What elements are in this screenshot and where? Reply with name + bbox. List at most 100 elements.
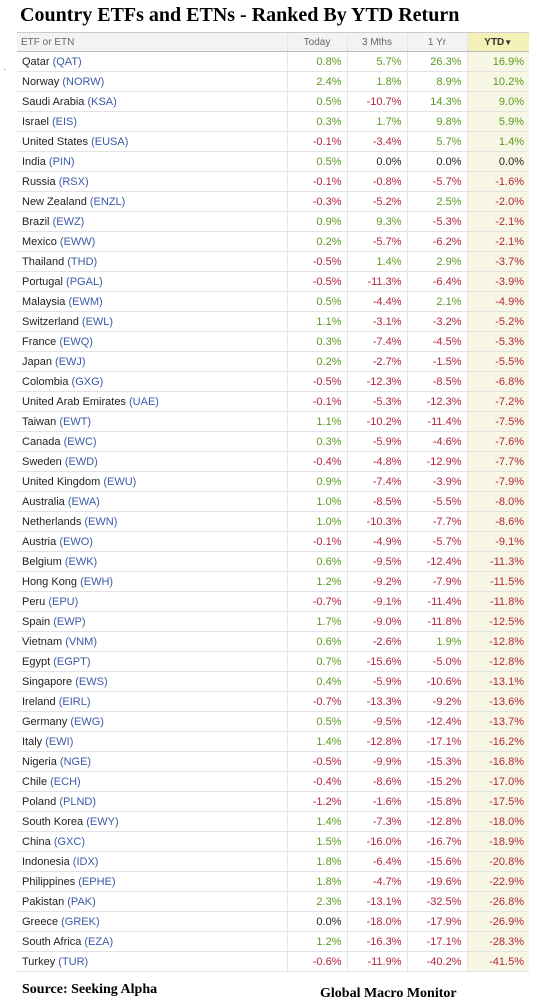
table-row[interactable]: Egypt (EGPT) 0.7% -15.6% -5.0% -12.8% — [17, 651, 529, 672]
table-row[interactable]: Hong Kong (EWH) 1.2% -9.2% -7.9% -11.5% — [17, 571, 529, 592]
ticker-link[interactable]: (NGE) — [59, 755, 92, 768]
table-row[interactable]: Brazil (EWZ) 0.9% 9.3% -5.3% -2.1% — [17, 211, 529, 232]
ticker-link[interactable]: (PLND) — [59, 795, 96, 808]
header-ytd[interactable]: YTD▼ — [466, 32, 529, 52]
table-row[interactable]: United Arab Emirates (UAE) -0.1% -5.3% -12.… — [17, 391, 529, 412]
table-row[interactable]: Switzerland (EWL) 1.1% -3.1% -3.2% -5.2% — [17, 311, 529, 332]
table-row[interactable]: Taiwan (EWT) 1.1% -10.2% -11.4% -7.5% — [17, 411, 529, 432]
ticker-link[interactable]: (EWD) — [64, 455, 98, 468]
header-1yr[interactable]: 1 Yr — [406, 32, 467, 52]
ticker-link[interactable]: (NORW) — [62, 75, 105, 88]
ticker-link[interactable]: (EIRL) — [58, 695, 91, 708]
ticker-link[interactable]: (EIS) — [51, 115, 78, 128]
ticker-link[interactable]: (TUR) — [58, 955, 89, 968]
ticker-link[interactable]: (RSX) — [58, 175, 89, 188]
table-row[interactable]: Canada (EWC) 0.3% -5.9% -4.6% -7.6% — [17, 431, 529, 452]
ticker-link[interactable]: (ENZL) — [89, 195, 126, 208]
ticker-link[interactable]: (EWU) — [103, 475, 137, 488]
table-row[interactable]: Colombia (GXG) -0.5% -12.3% -8.5% -6.8% — [17, 371, 529, 392]
ticker-link[interactable]: (EWA) — [67, 495, 100, 508]
table-row[interactable]: Pakistan (PAK) 2.3% -13.1% -32.5% -26.8% — [17, 891, 529, 912]
table-row[interactable]: Greece (GREK) 0.0% -18.0% -17.9% -26.9% — [17, 911, 529, 932]
ytd-cell: -2.0% — [466, 191, 529, 212]
header-today[interactable]: Today — [286, 32, 347, 52]
table-row[interactable]: Thailand (THD) -0.5% 1.4% 2.9% -3.7% — [17, 251, 529, 272]
table-row[interactable]: United Kingdom (EWU) 0.9% -7.4% -3.9% -7.9% — [17, 471, 529, 492]
ticker-link[interactable]: (EWH) — [80, 575, 114, 588]
ticker-link[interactable]: (EWW) — [59, 235, 96, 248]
ticker-link[interactable]: (THD) — [67, 255, 98, 268]
table-row[interactable]: Spain (EWP) 1.7% -9.0% -11.8% -12.5% — [17, 611, 529, 632]
table-row[interactable]: Portugal (PGAL) -0.5% -11.3% -6.4% -3.9% — [17, 271, 529, 292]
ticker-link[interactable]: (EPHE) — [78, 875, 116, 888]
ticker-link[interactable]: (EWZ) — [52, 215, 85, 228]
table-row[interactable]: Poland (PLND) -1.2% -1.6% -15.8% -17.5% — [17, 791, 529, 812]
table-row[interactable]: Norway (NORW) 2.4% 1.8% 8.9% 10.2% — [17, 71, 529, 92]
table-row[interactable]: Nigeria (NGE) -0.5% -9.9% -15.3% -16.8% — [17, 751, 529, 772]
table-row[interactable]: France (EWQ) 0.3% -7.4% -4.5% -5.3% — [17, 331, 529, 352]
table-row[interactable]: Chile (ECH) -0.4% -8.6% -15.2% -17.0% — [17, 771, 529, 792]
ticker-link[interactable]: (EWG) — [70, 715, 104, 728]
ticker-link[interactable]: (PGAL) — [66, 275, 103, 288]
table-row[interactable]: Sweden (EWD) -0.4% -4.8% -12.9% -7.7% — [17, 451, 529, 472]
ticker-link[interactable]: (EWP) — [53, 615, 86, 628]
ticker-link[interactable]: (IDX) — [72, 855, 99, 868]
table-row[interactable]: Ireland (EIRL) -0.7% -13.3% -9.2% -13.6% — [17, 691, 529, 712]
ticker-link[interactable]: (EUSA) — [91, 135, 129, 148]
header-name[interactable]: ETF or ETN — [17, 32, 287, 52]
ticker-link[interactable]: (EWQ) — [59, 335, 93, 348]
table-row[interactable]: China (GXC) 1.5% -16.0% -16.7% -18.9% — [17, 831, 529, 852]
ticker-link[interactable]: (EWM) — [68, 295, 103, 308]
ticker-link[interactable]: (EWO) — [59, 535, 93, 548]
table-row[interactable]: South Africa (EZA) 1.2% -16.3% -17.1% -28.3% — [17, 931, 529, 952]
table-row[interactable]: Italy (EWI) 1.4% -12.8% -17.1% -16.2% — [17, 731, 529, 752]
today-cell: 1.7% — [286, 611, 347, 632]
table-row[interactable]: Peru (EPU) -0.7% -9.1% -11.4% -11.8% — [17, 591, 529, 612]
table-row[interactable]: Vietnam (VNM) 0.6% -2.6% 1.9% -12.8% — [17, 631, 529, 652]
ticker-link[interactable]: (EWY) — [86, 815, 119, 828]
table-row[interactable]: Netherlands (EWN) 1.0% -10.3% -7.7% -8.6% — [17, 511, 529, 532]
table-row[interactable]: Mexico (EWW) 0.2% -5.7% -6.2% -2.1% — [17, 231, 529, 252]
table-row[interactable]: Philippines (EPHE) 1.8% -4.7% -19.6% -22.9% — [17, 871, 529, 892]
table-row[interactable]: Singapore (EWS) 0.4% -5.9% -10.6% -13.1% — [17, 671, 529, 692]
ticker-link[interactable]: (EWL) — [81, 315, 114, 328]
table-row[interactable]: India (PIN) 0.5% 0.0% 0.0% 0.0% — [17, 151, 529, 172]
ticker-link[interactable]: (EWS) — [75, 675, 108, 688]
table-row[interactable]: South Korea (EWY) 1.4% -7.3% -12.8% -18.0% — [17, 811, 529, 832]
table-row[interactable]: Turkey (TUR) -0.6% -11.9% -40.2% -41.5% — [17, 951, 529, 972]
ticker-link[interactable]: (EWJ) — [55, 355, 86, 368]
table-row[interactable]: Japan (EWJ) 0.2% -2.7% -1.5% -5.5% — [17, 351, 529, 372]
table-row[interactable]: Austria (EWO) -0.1% -4.9% -5.7% -9.1% — [17, 531, 529, 552]
ticker-link[interactable]: (EZA) — [84, 935, 114, 948]
table-row[interactable]: Australia (EWA) 1.0% -8.5% -5.5% -8.0% — [17, 491, 529, 512]
ticker-link[interactable]: (PAK) — [67, 895, 96, 908]
header-3mths[interactable]: 3 Mths — [346, 32, 407, 52]
ticker-link[interactable]: (UAE) — [129, 395, 159, 408]
ticker-link[interactable]: (KSA) — [87, 95, 117, 108]
table-row[interactable]: Germany (EWG) 0.5% -9.5% -12.4% -13.7% — [17, 711, 529, 732]
table-row[interactable]: Belgium (EWK) 0.6% -9.5% -12.4% -11.3% — [17, 551, 529, 572]
1yr-cell: -6.2% — [406, 231, 467, 252]
ticker-link[interactable]: (EWC) — [63, 435, 97, 448]
ticker-link[interactable]: (PIN) — [48, 155, 75, 168]
ticker-link[interactable]: (VNM) — [65, 635, 97, 648]
table-row[interactable]: Saudi Arabia (KSA) 0.5% -10.7% 14.3% 9.0% — [17, 91, 529, 112]
table-row[interactable]: Malaysia (EWM) 0.5% -4.4% 2.1% -4.9% — [17, 291, 529, 312]
table-row[interactable]: New Zealand (ENZL) -0.3% -5.2% 2.5% -2.0% — [17, 191, 529, 212]
table-row[interactable]: Indonesia (IDX) 1.8% -6.4% -15.6% -20.8% — [17, 851, 529, 872]
ticker-link[interactable]: (GXG) — [71, 375, 104, 388]
ticker-link[interactable]: (ECH) — [50, 775, 81, 788]
ticker-link[interactable]: (GXC) — [53, 835, 85, 848]
table-row[interactable]: Israel (EIS) 0.3% 1.7% 9.8% 5.9% — [17, 111, 529, 132]
ticker-link[interactable]: (GREK) — [61, 915, 100, 928]
ticker-link[interactable]: (EPU) — [48, 595, 79, 608]
ticker-link[interactable]: (EWN) — [84, 515, 118, 528]
table-row[interactable]: Russia (RSX) -0.1% -0.8% -5.7% -1.6% — [17, 171, 529, 192]
ticker-link[interactable]: (EGPT) — [53, 655, 91, 668]
table-row[interactable]: Qatar (QAT) 0.8% 5.7% 26.3% 16.9% — [17, 51, 529, 72]
ticker-link[interactable]: (EWI) — [45, 735, 74, 748]
ticker-link[interactable]: (EWK) — [64, 555, 98, 568]
ticker-link[interactable]: (QAT) — [52, 55, 82, 68]
ticker-link[interactable]: (EWT) — [59, 415, 92, 428]
table-row[interactable]: United States (EUSA) -0.1% -3.4% 5.7% 1.4% — [17, 131, 529, 152]
